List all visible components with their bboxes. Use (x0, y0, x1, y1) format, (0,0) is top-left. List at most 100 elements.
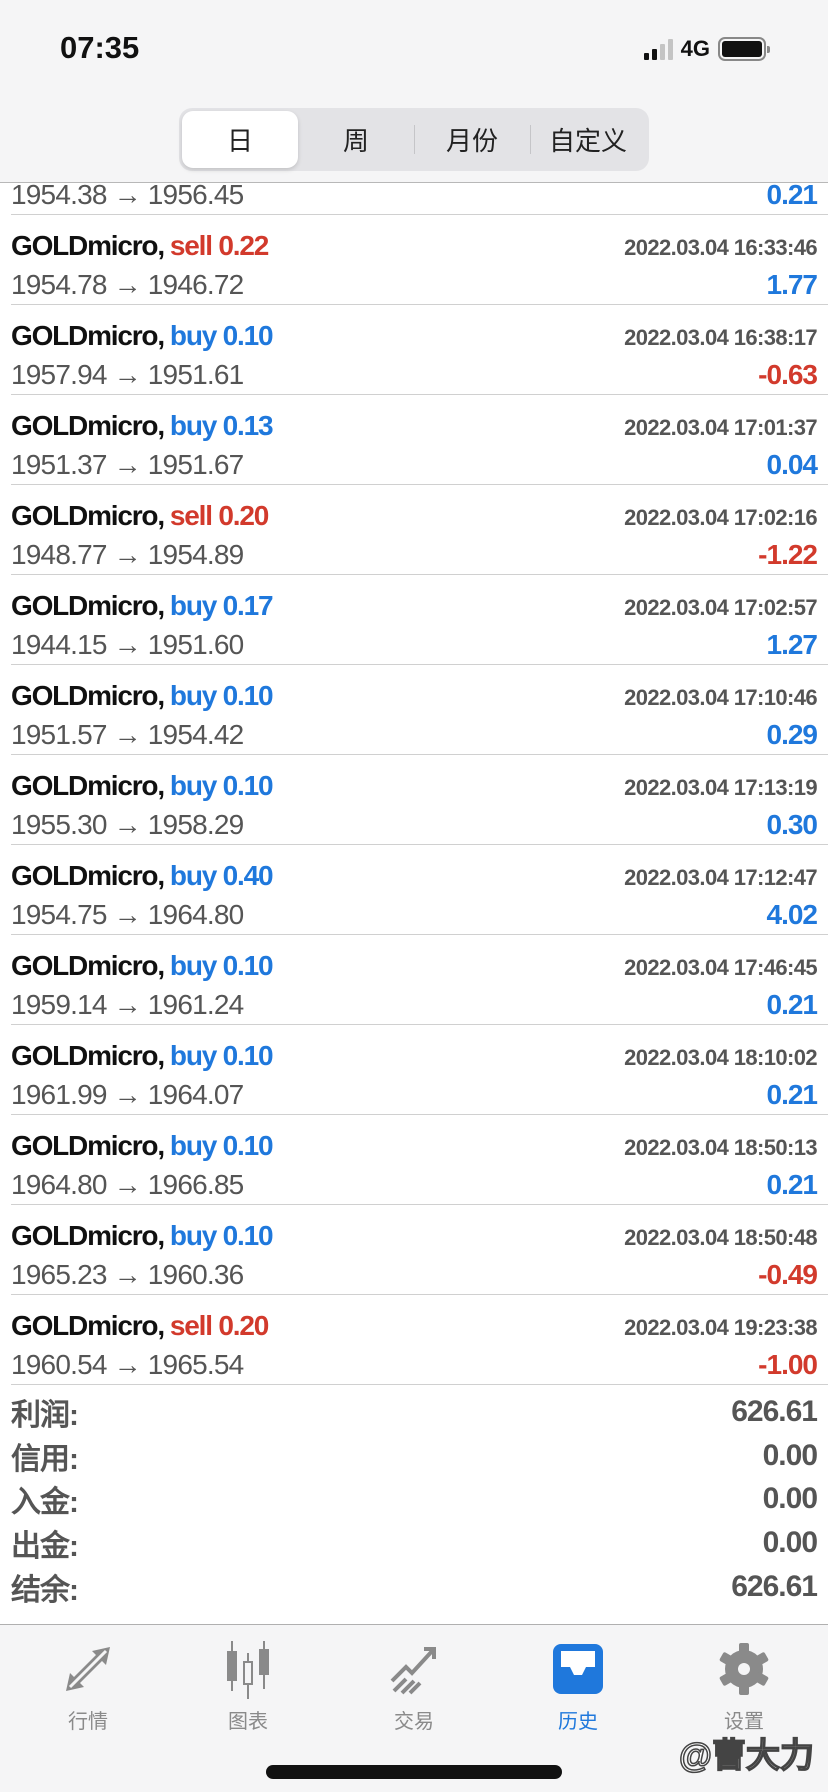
deal-title: GOLDmicro, buy 0.10 (11, 320, 274, 352)
summary-label: 入金: (11, 1486, 79, 1520)
deal-profit: 0.04 (766, 449, 818, 480)
deal-symbol: GOLDmicro, (11, 320, 165, 351)
deal-title: GOLDmicro, sell 0.20 (11, 1310, 269, 1342)
deal-profit: 1.27 (766, 629, 818, 660)
deal-symbol: GOLDmicro, (11, 860, 165, 891)
deal-symbol: GOLDmicro, (11, 590, 165, 621)
deal-prices: 1954.38 → 1956.45 (11, 179, 244, 210)
deal-side: sell 0.20 (169, 500, 269, 531)
deal-title: GOLDmicro, buy 0.10 (11, 950, 274, 982)
period-segmented-control: 日 周 月份 自定义 (179, 108, 649, 171)
deal-profit: 4.02 (766, 899, 818, 930)
deal-side: sell 0.22 (169, 230, 269, 261)
deal-profit: -1.00 (758, 1349, 818, 1380)
battery-icon (718, 37, 770, 61)
deal-profit: 1.77 (766, 269, 818, 300)
deal-profit: -1.22 (758, 539, 818, 570)
segment-day[interactable]: 日 (182, 111, 298, 168)
summary-value: 0.00 (762, 1482, 818, 1516)
summary-row: 信用: 0.00 (11, 1434, 818, 1478)
deal-prices: 1960.54 → 1965.54 (11, 1349, 244, 1380)
deal-row[interactable]: GOLDmicro, buy 0.10 2022.03.04 18:50:48 1… (11, 1205, 828, 1295)
deal-row[interactable]: GOLDmicro, buy 0.40 2022.03.04 17:12:47 1… (11, 845, 828, 935)
deal-datetime: 2022.03.04 17:02:16 (624, 505, 817, 530)
signal-icon (643, 38, 673, 60)
deal-symbol: GOLDmicro, (11, 950, 165, 981)
deal-profit: 0.21 (766, 1079, 818, 1110)
home-indicator[interactable] (266, 1765, 562, 1779)
deal-datetime: 2022.03.04 18:50:13 (624, 1135, 817, 1160)
deal-side: buy 0.13 (169, 410, 274, 441)
deal-prices: 1955.30 → 1958.29 (11, 809, 244, 840)
deal-datetime: 2022.03.04 19:23:38 (624, 1315, 817, 1340)
deal-datetime: 2022.03.04 17:12:47 (624, 865, 817, 890)
deal-datetime: 2022.03.04 17:46:45 (624, 955, 817, 980)
deal-row[interactable]: GOLDmicro, buy 0.10 2022.03.04 17:46:45 1… (11, 935, 828, 1025)
summary-label: 利润: (11, 1398, 79, 1432)
deal-prices: 1965.23 → 1960.36 (11, 1259, 244, 1290)
deal-title: GOLDmicro, sell 0.20 (11, 500, 269, 532)
deal-row[interactable]: GOLDmicro, buy 0.17 2022.03.04 17:02:57 1… (11, 575, 828, 665)
deal-title: GOLDmicro, buy 0.10 (11, 680, 274, 712)
deal-profit: 0.29 (766, 719, 818, 750)
deal-profit: 0.21 (766, 1169, 818, 1200)
deal-title: GOLDmicro, buy 0.17 (11, 590, 274, 622)
deal-row[interactable]: GOLDmicro, sell 0.20 2022.03.04 19:23:38 … (11, 1295, 828, 1385)
tab-label: 历史 (558, 1711, 598, 1733)
deal-row[interactable]: GOLDmicro, buy 0.10 2022.03.04 16:38:17 1… (11, 305, 828, 395)
deal-row[interactable]: GOLDmicro, buy 0.13 2022.03.04 17:01:37 1… (11, 395, 828, 485)
deal-side: buy 0.10 (169, 680, 274, 711)
deal-side: buy 0.10 (169, 1220, 274, 1251)
deal-side: buy 0.17 (169, 590, 274, 621)
deal-side: buy 0.10 (169, 1130, 274, 1161)
deal-symbol: GOLDmicro, (11, 680, 165, 711)
deal-symbol: GOLDmicro, (11, 1130, 165, 1161)
segment-week[interactable]: 周 (342, 126, 369, 156)
deal-datetime: 2022.03.04 17:10:46 (624, 685, 817, 710)
deal-row[interactable]: GOLDmicro, sell 0.20 2022.03.04 17:02:16 … (11, 485, 828, 575)
summary-label: 信用: (11, 1442, 79, 1476)
summary-row: 结余: 626.61 (11, 1565, 818, 1609)
tab-charts[interactable]: 图表 (188, 1639, 308, 1734)
deal-profit: 0.21 (766, 989, 818, 1020)
deal-row[interactable]: GOLDmicro, sell 0.22 2022.03.04 16:33:46 … (11, 215, 828, 305)
tab-trade[interactable]: 交易 (354, 1639, 474, 1734)
deal-title: GOLDmicro, buy 0.40 (11, 860, 274, 892)
deal-prices: 1959.14 → 1961.24 (11, 989, 244, 1020)
deal-side: buy 0.40 (169, 860, 274, 891)
tab-settings[interactable]: 设置 (684, 1639, 804, 1734)
deal-side: buy 0.10 (169, 1040, 274, 1071)
tab-bar: 行情 图表 交易 历史 设置 (0, 1624, 828, 1792)
deal-side: buy 0.10 (169, 320, 274, 351)
summary-value: 0.00 (762, 1438, 818, 1472)
deal-datetime: 2022.03.04 17:01:37 (624, 415, 817, 440)
deal-row-partial[interactable]: 1954.38 → 1956.45 0.21 (11, 125, 828, 215)
deal-prices: 1957.94 → 1951.61 (11, 359, 244, 390)
network-type: 4G (680, 36, 710, 61)
segment-custom[interactable]: 自定义 (530, 111, 646, 168)
deal-prices: 1954.78 → 1946.72 (11, 269, 244, 300)
deal-row[interactable]: GOLDmicro, buy 0.10 2022.03.04 18:50:13 1… (11, 1115, 828, 1205)
status-indicators: 4G (643, 36, 770, 62)
history-inbox-icon (518, 1639, 638, 1699)
deal-row[interactable]: GOLDmicro, buy 0.10 2022.03.04 18:10:02 1… (11, 1025, 828, 1115)
deal-prices: 1964.80 → 1966.85 (11, 1169, 244, 1200)
summary-value: 626.61 (731, 1569, 818, 1603)
summary-row: 出金: 0.00 (11, 1521, 818, 1565)
deal-side: buy 0.10 (169, 770, 274, 801)
deal-prices: 1948.77 → 1954.89 (11, 539, 244, 570)
watermark: @曹大力 (678, 1736, 815, 1776)
deal-row[interactable]: GOLDmicro, buy 0.10 2022.03.04 17:10:46 1… (11, 665, 828, 755)
deal-datetime: 2022.03.04 17:13:19 (624, 775, 817, 800)
deals-list[interactable]: 1954.38 → 1956.45 0.21 GOLDmicro, sell 0.… (0, 125, 828, 1385)
deal-row[interactable]: GOLDmicro, buy 0.10 2022.03.04 17:13:19 1… (11, 755, 828, 845)
tab-quotes[interactable]: 行情 (28, 1639, 148, 1734)
status-time: 07:35 (60, 30, 140, 65)
deal-side: buy 0.10 (169, 950, 274, 981)
deal-datetime: 2022.03.04 16:33:46 (624, 235, 817, 260)
header: 07:35 4G 日 周 月份 自定义 (0, 0, 828, 183)
tab-label: 行情 (68, 1711, 108, 1733)
deal-datetime: 2022.03.04 17:02:57 (624, 595, 817, 620)
tab-history[interactable]: 历史 (518, 1639, 638, 1734)
segment-month[interactable]: 月份 (414, 111, 530, 168)
